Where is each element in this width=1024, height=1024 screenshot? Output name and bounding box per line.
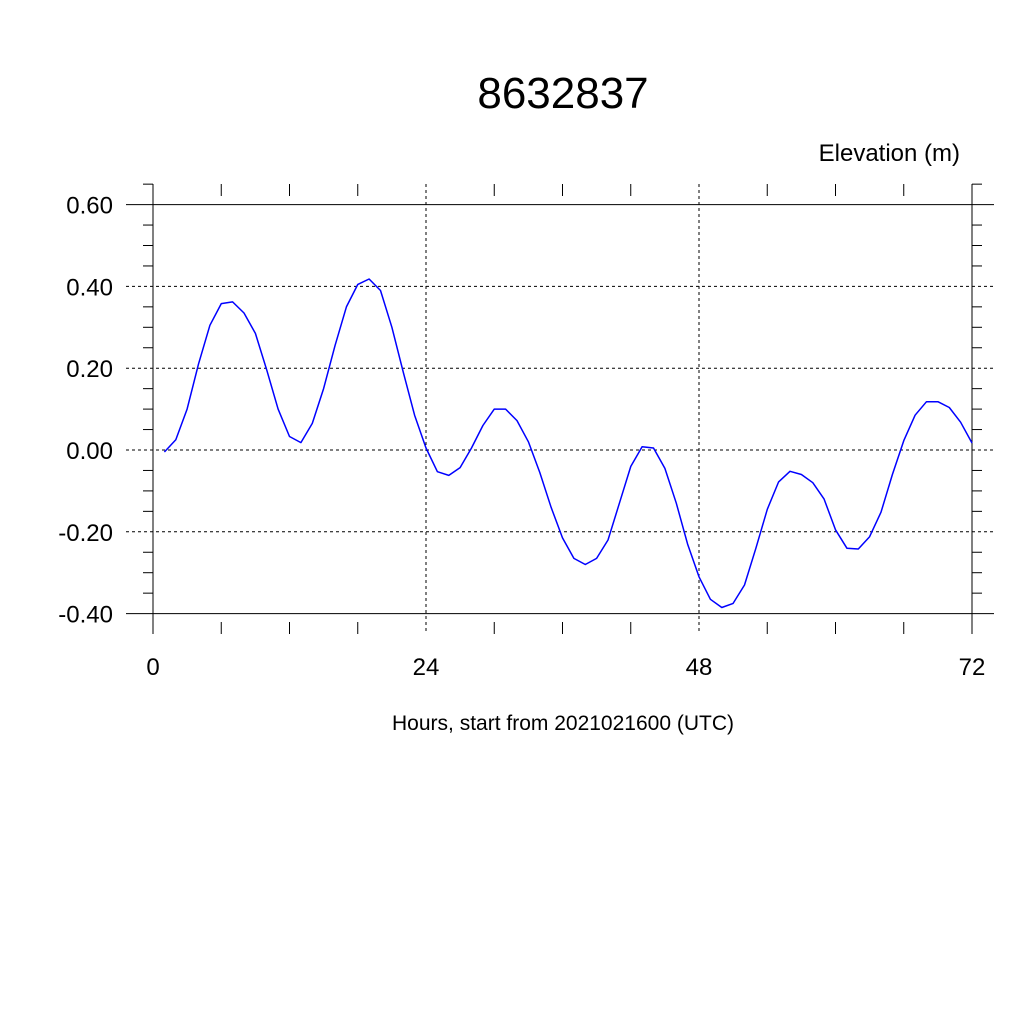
minor-ticks	[143, 183, 982, 634]
grid-lines	[126, 184, 994, 634]
y-tick-label: 0.00	[66, 438, 113, 465]
x-tick-label: 48	[686, 654, 713, 681]
y-tick-label: 0.60	[66, 193, 113, 220]
x-tick-labels: 0 24 48 72	[146, 654, 985, 681]
series-line	[163, 278, 973, 609]
x-tick-label: 72	[959, 654, 986, 681]
y-tick-label: 0.40	[66, 274, 113, 301]
x-axis-label: Hours, start from 2021021600 (UTC)	[392, 712, 734, 735]
x-tick-label: 0	[146, 654, 159, 681]
y-tick-label: -0.20	[58, 520, 113, 547]
y-tick-label: 0.20	[66, 356, 113, 383]
x-tick-label: 24	[413, 654, 440, 681]
y-tick-label: -0.40	[58, 602, 113, 629]
unit-label: Elevation (m)	[819, 140, 960, 167]
chart-title: 8632837	[477, 69, 648, 118]
y-tick-labels: -0.40 -0.20 0.00 0.20 0.40 0.60	[58, 193, 113, 629]
